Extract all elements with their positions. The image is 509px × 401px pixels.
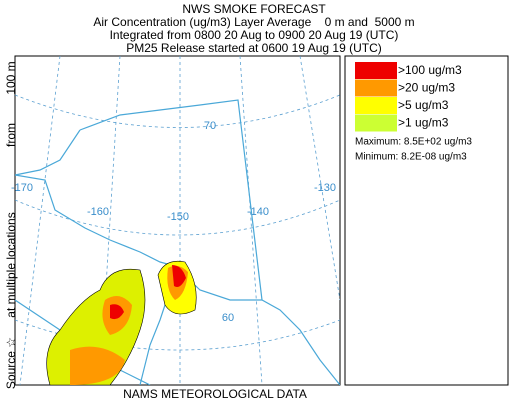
legend-swatch bbox=[355, 79, 397, 97]
map bbox=[15, 56, 340, 385]
graticule bbox=[239, 56, 263, 385]
legend-label: >100 ug/m3 bbox=[398, 63, 462, 77]
graticule bbox=[15, 199, 340, 236]
smoke-area bbox=[172, 265, 186, 287]
graticule bbox=[99, 56, 121, 385]
side-label: 100 m bbox=[4, 61, 18, 94]
title: NWS SMOKE FORECAST bbox=[182, 2, 326, 16]
grid-label: -160 bbox=[87, 206, 109, 218]
coastline bbox=[79, 99, 263, 301]
side-label: from bbox=[4, 123, 18, 147]
graticule bbox=[15, 94, 340, 128]
graticule bbox=[299, 56, 340, 301]
legend-swatch bbox=[355, 62, 397, 79]
maximum: Maximum: 8.5E+02 ug/m3 bbox=[355, 137, 472, 148]
coastline bbox=[15, 129, 81, 176]
minimum: Minimum: 8.2E-08 ug/m3 bbox=[355, 152, 467, 163]
grid-label: 70 bbox=[204, 120, 216, 132]
legend: >100 ug/m3 >20 ug/m3 >5 ug/m3 >1 ug/m3 bbox=[355, 62, 462, 132]
grid-label: -170 bbox=[11, 182, 33, 194]
legend-swatch bbox=[355, 97, 397, 114]
grid-label: -140 bbox=[247, 206, 269, 218]
grid-label: 60 bbox=[222, 312, 234, 324]
smoke-area bbox=[110, 304, 124, 320]
legend-label: >20 ug/m3 bbox=[398, 81, 455, 95]
grid-label: -130 bbox=[314, 182, 336, 194]
grid-label: -150 bbox=[167, 211, 189, 223]
footer: NAMS METEOROLOGICAL DATA bbox=[123, 387, 307, 401]
legend-label: >5 ug/m3 bbox=[398, 98, 449, 112]
subtitle: PM25 Release started at 0600 19 Aug 19 (… bbox=[126, 41, 381, 55]
side-label: Source ☆ bbox=[4, 337, 18, 389]
side-label: at multiple locations bbox=[4, 212, 18, 317]
smoke-area bbox=[70, 346, 125, 385]
legend-label: >1 ug/m3 bbox=[398, 116, 449, 130]
graticule bbox=[19, 56, 61, 385]
legend-swatch bbox=[355, 114, 397, 132]
subtitle: Integrated from 0800 20 Aug to 0900 20 A… bbox=[110, 28, 399, 42]
subtitle: Air Concentration (ug/m3) Layer Average … bbox=[93, 15, 414, 29]
